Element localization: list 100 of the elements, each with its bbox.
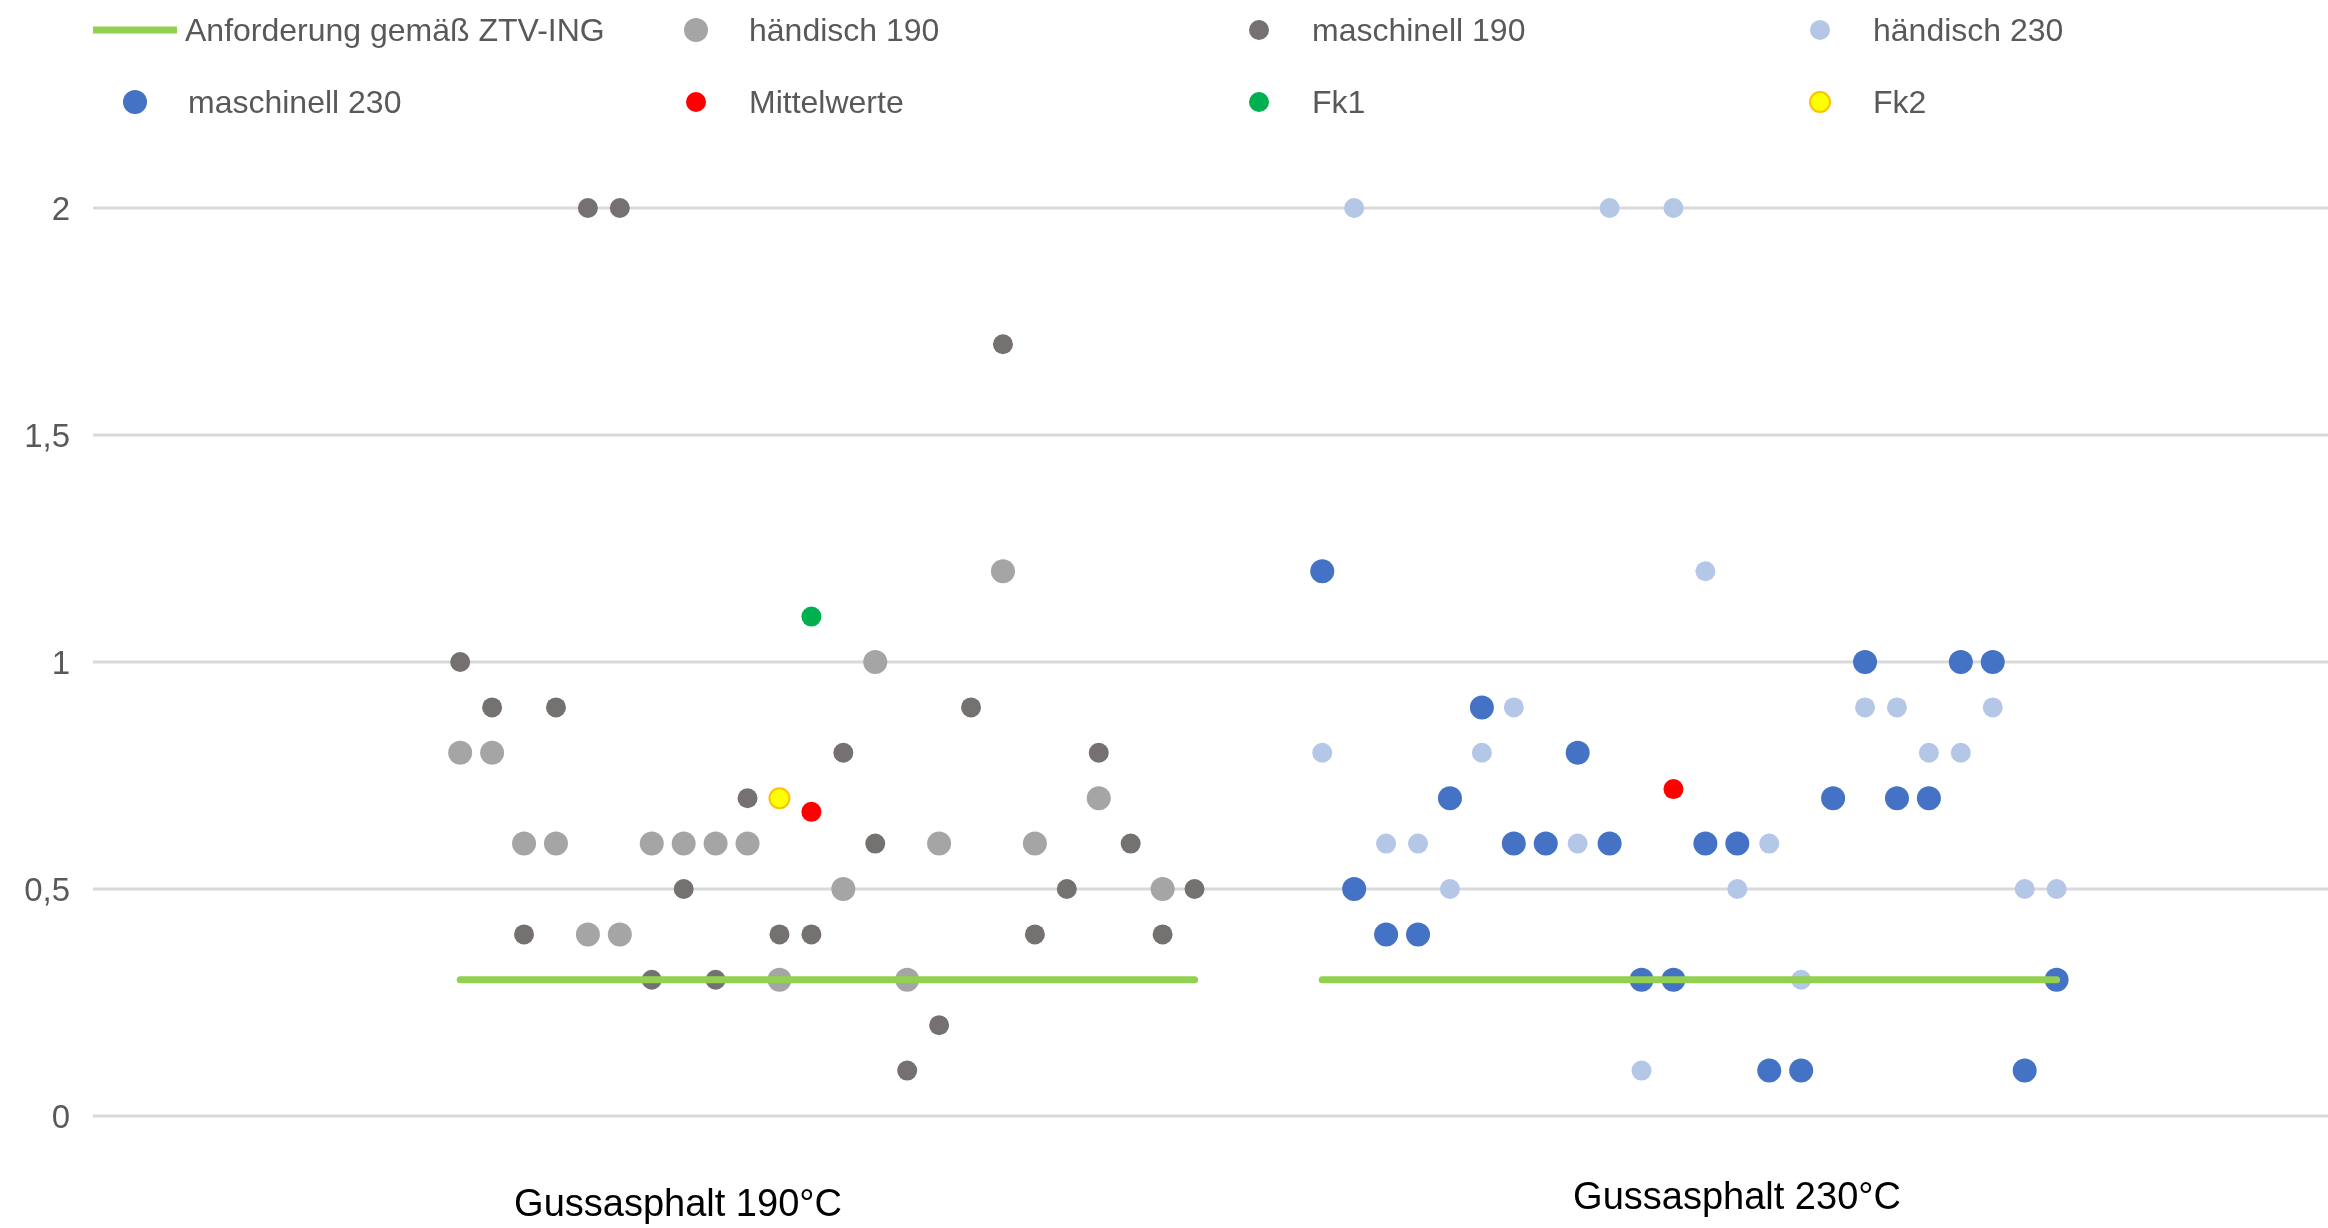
point: [1088, 742, 1109, 763]
point: [1855, 697, 1876, 718]
point: [1022, 831, 1047, 856]
point: [673, 879, 694, 899]
point: [863, 650, 888, 674]
point: [1663, 779, 1684, 800]
point: [1663, 198, 1684, 218]
legend-label: maschinell 230: [188, 84, 402, 120]
point: [1086, 786, 1111, 811]
point: [1469, 695, 1494, 720]
legend-label: Fk1: [1312, 84, 1366, 120]
text: Gussasphalt 230°C: [1573, 1175, 1901, 1217]
point: [514, 924, 535, 945]
point: [1471, 742, 1492, 763]
point: [450, 652, 471, 672]
point: [1757, 1058, 1782, 1083]
point: [1982, 697, 2003, 718]
point: [607, 922, 632, 947]
point: [1950, 742, 1971, 763]
point: [801, 924, 822, 945]
point: [1695, 561, 1716, 582]
point: [609, 198, 630, 218]
point: [1120, 833, 1141, 854]
point: [1184, 879, 1205, 899]
point: [801, 801, 822, 822]
point: [577, 198, 598, 218]
point: [1980, 650, 2005, 674]
point: [512, 831, 537, 856]
point: [1631, 1060, 1652, 1081]
point: [1597, 831, 1622, 856]
point: [703, 831, 728, 856]
point: [927, 831, 952, 856]
point: [1599, 198, 1620, 218]
point: [1344, 198, 1365, 218]
point: [545, 697, 566, 718]
point: [831, 877, 856, 901]
point: [575, 922, 600, 947]
point: [1437, 786, 1462, 811]
point: [1853, 650, 1878, 674]
legend-label: händisch 190: [749, 12, 940, 48]
point: [1789, 1058, 1814, 1083]
point: [735, 831, 760, 856]
y-tick-label: 2: [51, 189, 70, 227]
point: [897, 1060, 918, 1081]
point: [1886, 697, 1907, 718]
point: [961, 697, 982, 718]
point: [1501, 831, 1526, 856]
point: [1727, 879, 1748, 899]
y-tick-label: 0,5: [24, 870, 70, 908]
legend-label: Anforderung gemäß ZTV-ING: [185, 12, 605, 48]
point: [1406, 922, 1431, 947]
point: [1152, 924, 1173, 945]
point: [1376, 833, 1397, 854]
point: [833, 742, 854, 763]
point: [639, 831, 664, 856]
point: [1725, 831, 1750, 856]
legend-label: Mittelwerte: [749, 84, 904, 120]
point: [990, 559, 1015, 584]
point: [769, 924, 790, 945]
point: [1821, 786, 1846, 811]
legend-label: händisch 230: [1873, 12, 2064, 48]
point: [1024, 924, 1045, 945]
point: [543, 831, 568, 856]
y-tick-label: 1,5: [24, 416, 70, 454]
y-tick-label: 0: [51, 1097, 70, 1135]
point: [1150, 877, 1175, 901]
point: [1056, 879, 1077, 899]
point: [480, 740, 505, 765]
y-tick-label: 1: [51, 643, 70, 681]
point: [1374, 922, 1399, 947]
point: [1408, 833, 1429, 854]
point: [768, 787, 791, 810]
point: [1567, 833, 1588, 854]
point: [992, 334, 1013, 355]
point: [865, 833, 886, 854]
point: [737, 788, 758, 809]
point: [2046, 879, 2067, 899]
point: [482, 697, 503, 718]
point: [1503, 697, 1524, 718]
point: [2012, 1058, 2037, 1083]
point: [1312, 742, 1333, 763]
point: [801, 606, 822, 627]
point: [929, 1015, 950, 1036]
point: [1759, 833, 1780, 854]
point: [1342, 877, 1367, 901]
point: [1693, 831, 1718, 856]
point: [671, 831, 696, 856]
point: [1533, 831, 1558, 856]
legend-label: maschinell 190: [1312, 12, 1526, 48]
legend-label: Fk2: [1873, 84, 1927, 120]
point: [1565, 740, 1590, 765]
point: [1884, 786, 1909, 811]
point: [1310, 559, 1335, 584]
point: [1916, 786, 1941, 811]
text: Gussasphalt 190°C: [514, 1182, 842, 1224]
point: [1918, 742, 1939, 763]
point: [1948, 650, 1973, 674]
point: [448, 740, 473, 765]
point: [2014, 879, 2035, 899]
point: [1439, 879, 1460, 899]
